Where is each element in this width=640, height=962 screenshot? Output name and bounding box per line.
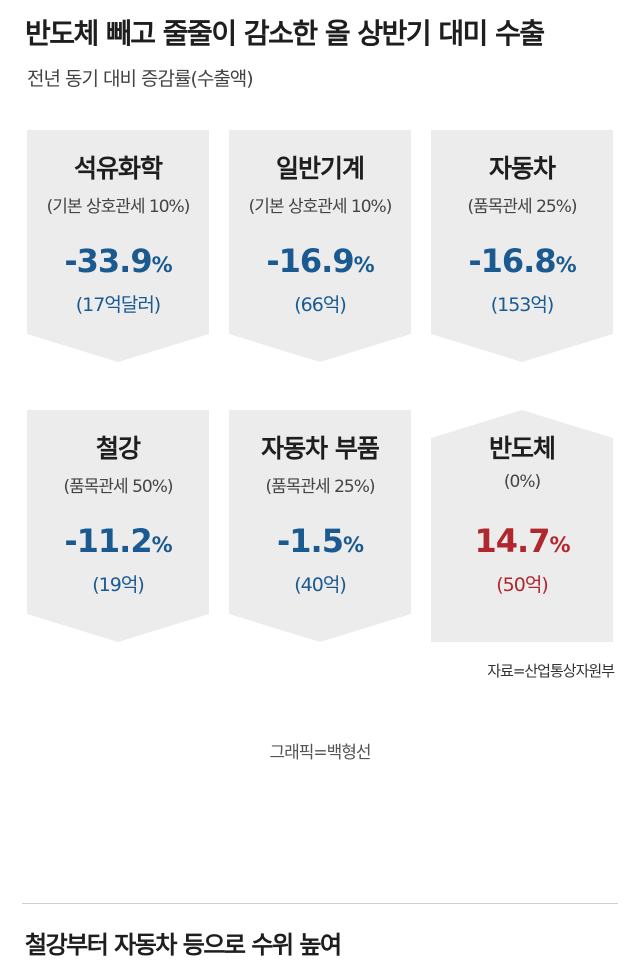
card-tariff: (기본 상호관세 10%) xyxy=(46,197,191,217)
card-change-value: -33.9 xyxy=(64,242,152,280)
down-arrow-card-shape xyxy=(229,130,411,362)
card-percent-sign: % xyxy=(342,533,364,557)
card-tariff: (0%) xyxy=(503,472,541,492)
card-change-rate: -11.2% xyxy=(27,522,209,560)
card-0: 석유화학 (기본 상호관세 10%) -33.9% (17억달러) xyxy=(27,130,209,362)
card-category: 자동차 부품 xyxy=(261,434,380,463)
card-export-amount: (153억) xyxy=(490,294,555,316)
card-change-rate: -16.8% xyxy=(431,242,613,280)
card-change-value: -11.2 xyxy=(64,522,152,560)
card-3: 철강 (품목관세 50%) -11.2% (19억) xyxy=(27,410,209,642)
chart-subtitle: 전년 동기 대비 증감률(수출액) xyxy=(27,68,254,90)
card-5: 반도체 (0%) 14.7% (50억) xyxy=(431,410,613,642)
card-change-value: 14.7 xyxy=(474,522,551,560)
card-tariff: (기본 상호관세 10%) xyxy=(248,197,393,217)
card-tariff: (품목관세 25%) xyxy=(467,197,577,217)
card-export-amount: (50억) xyxy=(496,574,548,596)
section-divider xyxy=(22,903,618,904)
card-2: 자동차 (품목관세 25%) -16.8% (153억) xyxy=(431,130,613,362)
card-export-amount: (40억) xyxy=(294,574,346,596)
card-change-value: -16.9 xyxy=(266,242,354,280)
card-change-rate: -33.9% xyxy=(27,242,209,280)
down-arrow-card-shape xyxy=(229,410,411,642)
card-percent-sign: % xyxy=(555,253,577,277)
down-arrow-card-shape xyxy=(27,130,209,362)
down-arrow-card-shape xyxy=(27,410,209,642)
card-category: 석유화학 xyxy=(73,154,163,183)
card-4: 자동차 부품 (품목관세 25%) -1.5% (40억) xyxy=(229,410,411,642)
card-1: 일반기계 (기본 상호관세 10%) -16.9% (66억) xyxy=(229,130,411,362)
card-export-amount: (19억) xyxy=(92,574,144,596)
card-change-rate: -16.9% xyxy=(229,242,411,280)
up-arrow-card-shape xyxy=(431,410,613,642)
card-change-rate: -1.5% xyxy=(229,522,411,560)
card-change-rate: 14.7% xyxy=(431,522,613,560)
down-arrow-card-shape xyxy=(431,130,613,362)
card-change-value: -16.8 xyxy=(468,242,556,280)
card-percent-sign: % xyxy=(151,253,173,277)
card-category: 반도체 xyxy=(488,434,556,463)
card-export-amount: (66억) xyxy=(294,294,346,316)
source-note: 자료=산업통상자원부 xyxy=(487,662,615,680)
card-category: 자동차 xyxy=(488,154,556,183)
chart-title: 반도체 빼고 줄줄이 감소한 올 상반기 대미 수출 xyxy=(25,17,545,50)
card-percent-sign: % xyxy=(549,533,570,557)
card-percent-sign: % xyxy=(353,253,375,277)
card-tariff: (품목관세 25%) xyxy=(265,477,375,497)
card-category: 철강 xyxy=(95,434,141,463)
graphic-credit: 그래픽=백형선 xyxy=(269,743,371,763)
card-category: 일반기계 xyxy=(275,154,365,183)
card-percent-sign: % xyxy=(151,533,173,557)
card-tariff: (품목관세 50%) xyxy=(63,477,173,497)
footer-headline: 철강부터 자동차 등으로 수위 높여 xyxy=(25,931,342,959)
card-change-value: -1.5 xyxy=(276,522,344,560)
card-export-amount: (17억달러) xyxy=(75,294,161,316)
